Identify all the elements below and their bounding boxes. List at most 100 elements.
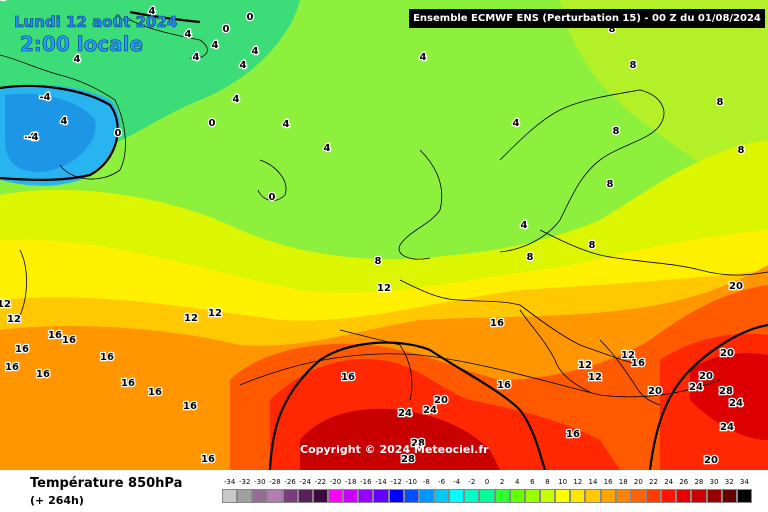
contour-label: 24	[398, 408, 412, 419]
coastlines	[0, 19, 768, 406]
scale-tick: 20	[633, 478, 643, 486]
scale-tick: 32	[724, 478, 734, 486]
scale-swatch	[524, 489, 540, 503]
contour-label: 4	[61, 116, 68, 127]
scale-swatch	[676, 489, 692, 503]
scale-swatch	[449, 489, 465, 503]
scale-tick: 14	[588, 478, 598, 486]
contour-label: 28	[411, 438, 425, 449]
contour-label: 12	[7, 314, 21, 325]
scale-tick: 28	[694, 478, 704, 486]
lead-time: (+ 264h)	[30, 494, 84, 507]
copyright: Copyright © 2024 Meteociel.fr	[300, 443, 489, 456]
contour-label: 8	[613, 126, 620, 137]
scale-tick: 8	[545, 478, 550, 486]
contour-label: 4	[149, 6, 156, 17]
scale-swatch	[237, 489, 253, 503]
scale-tick: -8	[422, 478, 430, 486]
scale-tick: 12	[573, 478, 583, 486]
band-north-warm	[560, 0, 768, 200]
contour-label: 4	[240, 60, 247, 71]
forecast-time: 2:00 locale	[20, 32, 144, 57]
scale-tick: -34	[223, 478, 236, 486]
contour-label: 28	[401, 454, 415, 465]
contour-label: 16	[201, 454, 215, 465]
scale-tick: -18	[344, 478, 357, 486]
contour-label: 12	[621, 350, 635, 361]
scale-swatch	[252, 489, 268, 503]
scale-tick: -22	[314, 478, 327, 486]
scale-tick: -30	[254, 478, 266, 486]
scale-tick: 18	[618, 478, 628, 486]
contour-label: 4	[252, 46, 259, 57]
scale-swatch	[615, 489, 631, 503]
scale-tick: -24	[299, 478, 311, 486]
contour-label: -4	[27, 132, 38, 143]
contour-label: 20	[729, 281, 743, 292]
contour-label: 8	[609, 24, 616, 35]
contour-label: 12	[377, 283, 391, 294]
contour-label: 16	[497, 380, 511, 391]
scale-swatch	[388, 489, 404, 503]
scale-tick: -28	[269, 478, 281, 486]
contour-label: 4	[420, 52, 427, 63]
scale-swatch	[267, 489, 283, 503]
contour-label: 24	[729, 398, 743, 409]
scale-swatch	[282, 489, 298, 503]
contour-label: 20	[648, 386, 662, 397]
contour-label: 16	[62, 335, 76, 346]
color-scale: -34 -32 -30 -28 -26 -24 -22 -20 -18 -16 -14 -12 -10-…	[222, 478, 752, 508]
contour-label: 12	[184, 313, 198, 324]
scale-swatch	[661, 489, 677, 503]
contour-label: 16	[566, 429, 580, 440]
scale-tick: 34	[739, 478, 749, 486]
contour-label: 0	[269, 192, 276, 203]
scale-tick: -26	[284, 478, 296, 486]
scale-tick: 30	[709, 478, 719, 486]
footer: Température 850hPa (+ 264h) -34 -32 -30 -28…	[0, 470, 768, 512]
scale-swatch	[312, 489, 328, 503]
variable-title: Température 850hPa	[30, 476, 183, 491]
contour-label: 8	[589, 240, 596, 251]
scale-swatch	[721, 489, 737, 503]
forecast-date: Lundi 12 août 2024	[14, 13, 178, 32]
contour-label: 0	[115, 128, 122, 139]
scale-tick: 22	[649, 478, 658, 486]
contour-label: 0	[209, 118, 216, 129]
contour-label: 16	[48, 330, 62, 341]
contour-label: 12	[588, 372, 602, 383]
contour-label: 28	[719, 386, 733, 397]
contour-label: 4	[324, 143, 331, 154]
scale-swatch	[736, 489, 752, 503]
contour-label: 16	[5, 362, 19, 373]
scale-swatch	[479, 489, 495, 503]
scale-swatch	[630, 489, 646, 503]
scale-swatch	[418, 489, 434, 503]
scale-tick: -16	[360, 478, 372, 486]
contour-label: 16	[36, 369, 50, 380]
scale-tick: 0	[484, 478, 490, 486]
band-28-plus	[300, 408, 500, 470]
scale-tick: -2	[468, 478, 476, 486]
contour-label: 16	[183, 401, 197, 412]
contour-label: 16	[15, 344, 29, 355]
scale-tick: 2	[499, 478, 505, 486]
scale-swatch	[433, 489, 450, 503]
scale-swatch	[600, 489, 616, 503]
scale-swatch	[358, 489, 374, 503]
scale-swatch	[570, 489, 586, 503]
contour-label: 4	[283, 119, 290, 130]
contour-label: 4	[185, 29, 192, 40]
scale-tick: 4	[515, 478, 520, 486]
scale-tick: 26	[679, 478, 689, 486]
model-run-label: Ensemble ECMWF ENS (Perturbation 15) - 0…	[409, 9, 765, 28]
scale-tick: 16	[603, 478, 613, 486]
scale-swatch	[691, 489, 707, 503]
scale-tick: 24	[664, 478, 674, 486]
scale-swatch	[645, 489, 662, 503]
scale-swatch	[464, 489, 480, 503]
contour-label: 16	[148, 387, 162, 398]
scale-tick: 10	[558, 478, 568, 486]
